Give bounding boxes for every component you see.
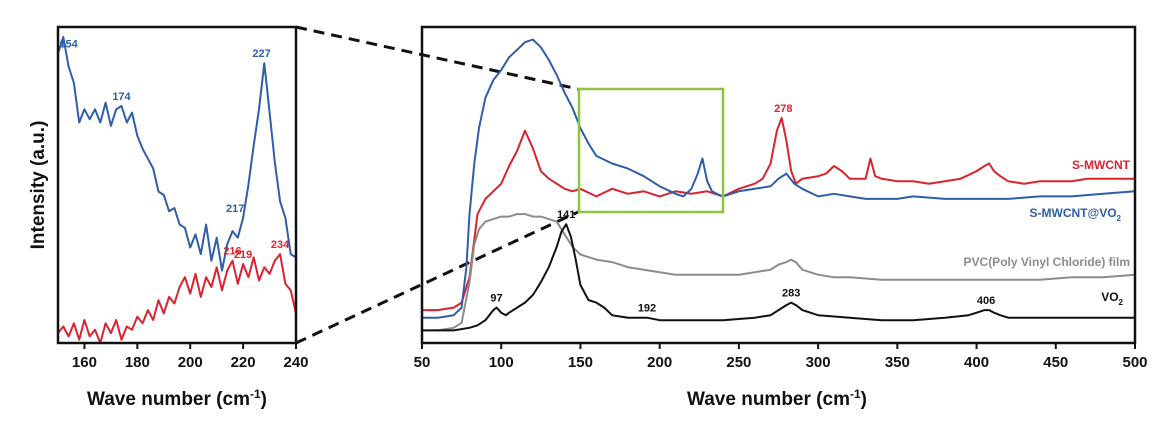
inset-x-tick-label: 240 <box>283 354 308 371</box>
legend-label-vo2: VO2 <box>1101 290 1123 307</box>
main-peak-label-141: 141 <box>557 209 575 221</box>
zoom-connector-top <box>295 25 579 91</box>
main-x-tick-label: 250 <box>726 354 751 371</box>
inset-peak-label-174: 174 <box>112 91 131 103</box>
main-peak-label-283: 283 <box>782 288 800 300</box>
main-x-tick-label: 400 <box>964 354 989 371</box>
inset-x-ticks: 160 180 200 220 240 <box>72 343 309 371</box>
main-x-tick-label: 100 <box>489 354 514 371</box>
main-series-smwcnt-vo2 <box>422 38 1136 319</box>
inset-series-smwcnt-vo2 <box>57 35 297 272</box>
main-annotations: 278 97 141 192 283 406 <box>490 103 995 315</box>
inset-x-tick-label: 220 <box>231 354 256 371</box>
main-series-smwcnt <box>422 117 1135 312</box>
inset-x-tick-label: 180 <box>125 354 150 371</box>
main-x-tick-label: 50 <box>414 354 431 371</box>
inset-peak-label-227: 227 <box>252 48 270 60</box>
main-peak-label-406: 406 <box>977 295 995 307</box>
main-x-tick-label: 300 <box>806 354 831 371</box>
inset-x-axis-label: Wave number (cm-1) <box>87 387 267 410</box>
y-axis-label: Intensity (a.u.) <box>28 121 49 250</box>
inset-x-tick-label: 200 <box>178 354 203 371</box>
main-peak-label-192: 192 <box>638 303 656 315</box>
inset-series-smwcnt <box>57 253 297 344</box>
main-frame <box>420 25 1137 345</box>
inset-peak-label-216: 216 <box>223 246 241 258</box>
legend-label-smwcnt-vo2: S-MWCNT@VO2 <box>1030 206 1122 223</box>
main-peak-label-97: 97 <box>490 293 502 305</box>
main-peak-label-278: 278 <box>774 103 792 115</box>
main-series-vo2 <box>422 223 1135 332</box>
main-series-pvc <box>422 213 1136 332</box>
main-x-tick-label: 150 <box>568 354 593 371</box>
legend-label-smwcnt: S-MWCNT <box>1072 158 1131 172</box>
main-x-tick-label: 200 <box>647 354 672 371</box>
inset-region-box <box>577 87 725 214</box>
inset-peak-label-219: 219 <box>234 249 252 261</box>
inset-frame <box>56 25 298 345</box>
legend-label-pvc: PVC(Poly Vinyl Chloride) film <box>964 255 1130 269</box>
main-x-tick-label: 350 <box>885 354 910 371</box>
main-x-tick-label: 500 <box>1122 354 1147 371</box>
main-x-ticks: 50 100 150 200 250 300 350 400 450 500 <box>414 343 1148 371</box>
main-x-axis-label: Wave number (cm-1) <box>687 387 867 410</box>
inset-series-group <box>57 35 297 344</box>
inset-peak-label-234: 234 <box>271 239 290 251</box>
inset-x-tick-label: 160 <box>72 354 97 371</box>
main-series-group <box>422 38 1136 332</box>
main-x-tick-label: 450 <box>1043 354 1068 371</box>
inset-peak-label-154: 154 <box>59 38 78 50</box>
main-panel: 278 97 141 192 283 406 50 100 150 200 250 300 350 40… <box>414 25 1148 410</box>
inset-peak-label-217: 217 <box>226 203 244 215</box>
zoom-connector-bottom <box>295 210 579 345</box>
